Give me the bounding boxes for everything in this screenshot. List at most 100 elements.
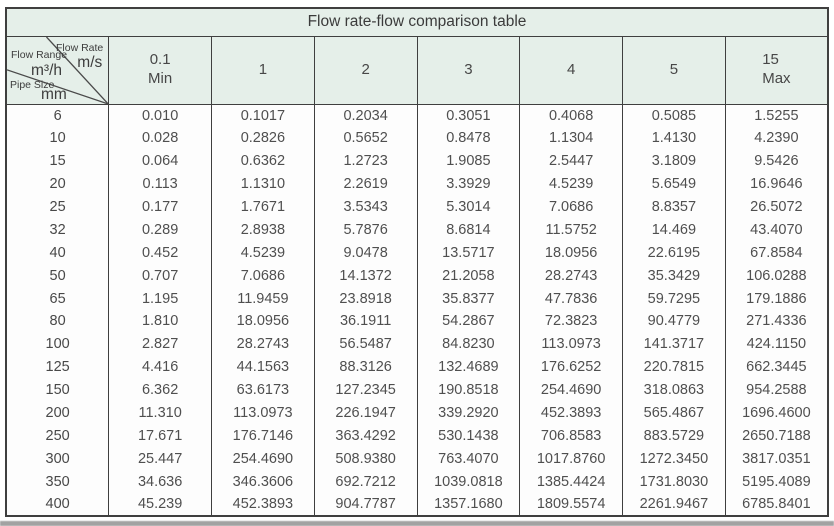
value-cell: 26.5072 (724, 195, 829, 219)
value-cell: 5.7876 (313, 218, 418, 242)
column-header-1: 1 (211, 36, 315, 105)
value-cell: 220.7815 (622, 355, 726, 379)
value-cell: 16.9646 (724, 172, 829, 196)
value-cell: 35.3429 (622, 264, 726, 288)
value-cell: 9.0478 (313, 241, 418, 265)
value-cell: 8.8357 (622, 195, 726, 219)
value-cell: 43.4070 (724, 218, 829, 242)
value-cell: 4.416 (108, 355, 212, 379)
value-cell: 226.1947 (313, 401, 418, 425)
value-cell: 0.2034 (313, 104, 418, 127)
value-cell: 1809.5574 (519, 493, 623, 517)
value-cell: 452.3893 (519, 401, 623, 425)
value-cell: 8.6814 (416, 218, 521, 242)
value-cell: 0.8478 (416, 126, 521, 150)
value-cell: 3817.0351 (724, 447, 829, 471)
column-header-0-1-min: 0.1 Min (108, 36, 212, 105)
value-cell: 2.827 (108, 332, 212, 356)
pipe-size-label: Pipe Size (10, 79, 55, 91)
table-body: 6 0.010 0.1017 0.2034 0.3051 0.4068 0.5085 1.52… (5, 104, 829, 517)
value-cell: 44.1563 (211, 355, 315, 379)
value-cell: 28.2743 (519, 264, 623, 288)
value-cell: 2261.9467 (622, 493, 726, 517)
value-cell: 23.8918 (313, 287, 418, 311)
value-cell: 0.2826 (211, 126, 315, 150)
value-cell: 1272.3450 (622, 447, 726, 471)
value-cell: 0.707 (108, 264, 212, 288)
page-bottom-shadow (0, 521, 834, 526)
value-cell: 88.3126 (313, 355, 418, 379)
table-row: 15 0.064 0.6362 1.2723 1.9085 2.5447 3.1809 9.5… (5, 149, 829, 173)
column-header-sub: Max (762, 70, 791, 87)
value-cell: 35.8377 (416, 287, 521, 311)
pipe-size-cell: 80 (5, 310, 110, 333)
value-cell: 1.4130 (622, 126, 726, 150)
value-cell: 1.810 (108, 310, 212, 333)
value-cell: 254.4690 (211, 447, 315, 471)
value-cell: 7.0686 (519, 195, 623, 219)
flow-range-unit: m³/h (31, 61, 62, 79)
pipe-size-cell: 350 (5, 470, 110, 494)
column-header-4: 4 (519, 36, 623, 105)
value-cell: 54.2867 (416, 310, 521, 333)
value-cell: 11.310 (108, 401, 212, 425)
value-cell: 132.4689 (416, 355, 521, 379)
column-header-value: 0.1 (149, 51, 171, 69)
value-cell: 106.0288 (724, 264, 829, 288)
table-row: 65 1.195 11.9459 23.8918 35.8377 47.7836 59.72… (5, 287, 829, 311)
table-row: 25 0.177 1.7671 3.5343 5.3014 7.0686 8.8357 26.… (5, 195, 829, 219)
flow-range-label: Flow Range (11, 48, 68, 61)
table-row: 250 17.671 176.7146 363.4292 530.1438 706.858… (5, 424, 829, 448)
value-cell: 1385.4424 (519, 470, 623, 494)
pipe-size-cell: 125 (5, 355, 110, 379)
pipe-size-cell: 250 (5, 424, 110, 448)
value-cell: 0.028 (108, 126, 212, 150)
value-cell: 141.3717 (622, 332, 726, 356)
value-cell: 47.7836 (519, 287, 623, 311)
value-cell: 1.5255 (724, 104, 829, 127)
value-cell: 318.0863 (622, 378, 726, 402)
value-cell: 0.1017 (211, 104, 315, 127)
value-cell: 176.7146 (211, 424, 315, 448)
value-cell: 2.2619 (313, 172, 418, 196)
pipe-size-cell: 20 (5, 172, 110, 196)
value-cell: 0.177 (108, 195, 212, 219)
table-row: 200 11.310 113.0973 226.1947 339.2920 452.389… (5, 401, 829, 425)
pipe-size-cell: 15 (5, 149, 110, 173)
value-cell: 34.636 (108, 470, 212, 494)
value-cell: 692.7212 (313, 470, 418, 494)
value-cell: 11.9459 (211, 287, 315, 311)
value-cell: 21.2058 (416, 264, 521, 288)
value-cell: 0.064 (108, 149, 212, 173)
value-cell: 113.0973 (211, 401, 315, 425)
table-row: 100 2.827 28.2743 56.5487 84.8230 113.0973 141… (5, 332, 829, 356)
value-cell: 9.5426 (724, 149, 829, 173)
column-header-2: 2 (313, 36, 418, 105)
value-cell: 4.5239 (211, 241, 315, 265)
pipe-size-unit: mm (41, 86, 67, 103)
value-cell: 0.010 (108, 104, 212, 127)
column-header-15-max: 15 Max (724, 36, 829, 105)
value-cell: 127.2345 (313, 378, 418, 402)
value-cell: 56.5487 (313, 332, 418, 356)
value-cell: 508.9380 (313, 447, 418, 471)
value-cell: 90.4779 (622, 310, 726, 333)
value-cell: 17.671 (108, 424, 212, 448)
value-cell: 59.7295 (622, 287, 726, 311)
value-cell: 0.5652 (313, 126, 418, 150)
value-cell: 452.3893 (211, 493, 315, 517)
value-cell: 883.5729 (622, 424, 726, 448)
column-header-3: 3 (416, 36, 521, 105)
value-cell: 28.2743 (211, 332, 315, 356)
value-cell: 67.8584 (724, 241, 829, 265)
value-cell: 4.5239 (519, 172, 623, 196)
pipe-size-cell: 400 (5, 493, 110, 517)
value-cell: 5195.4089 (724, 470, 829, 494)
pipe-size-cell: 6 (5, 104, 110, 127)
value-cell: 25.447 (108, 447, 212, 471)
table-row: 150 6.362 63.6173 127.2345 190.8518 254.4690 3… (5, 378, 829, 402)
pipe-size-cell: 300 (5, 447, 110, 471)
pipe-size-cell: 200 (5, 401, 110, 425)
value-cell: 6785.8401 (724, 493, 829, 517)
